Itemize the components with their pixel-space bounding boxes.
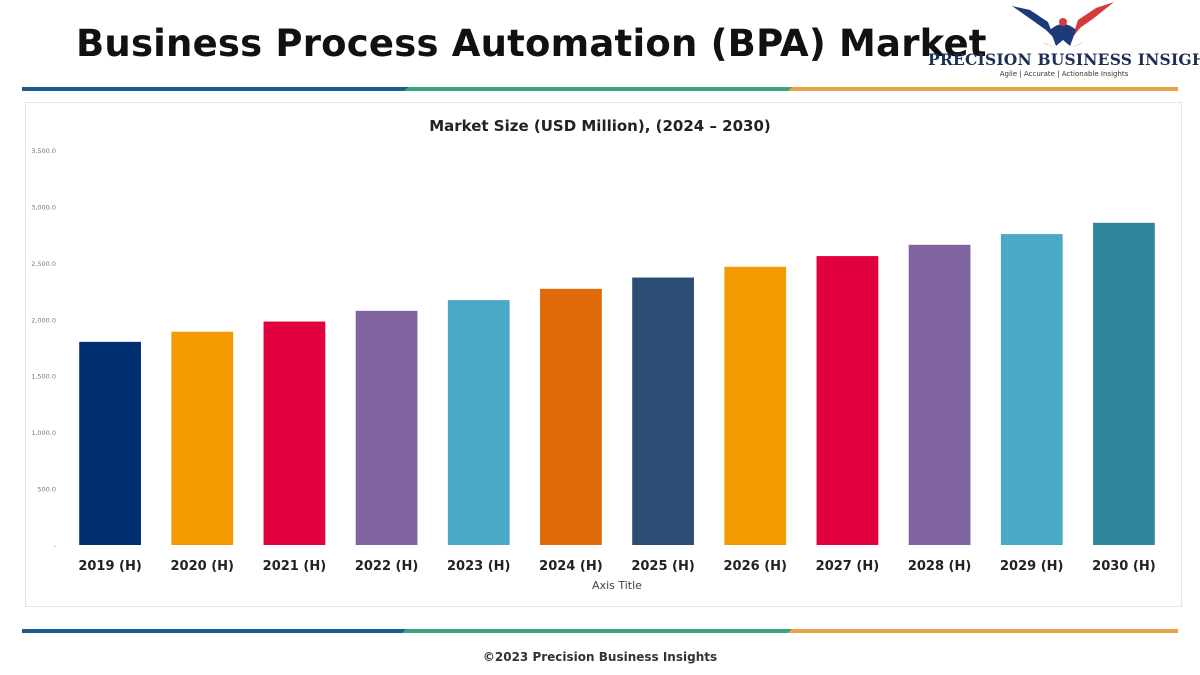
footer-divider-stripe (22, 629, 1178, 633)
company-logo: PRECISION BUSINESS INSIGHTS Agile | Accu… (928, 0, 1200, 84)
bar-2021-h (263, 321, 326, 545)
chart-frame (25, 102, 1182, 607)
x-tick-label: 2026 (H) (724, 559, 787, 574)
y-tick-label: - (54, 542, 57, 550)
x-tick-label: 2028 (H) (908, 559, 971, 574)
x-tick-label: 2023 (H) (447, 559, 510, 574)
page-title: Business Process Automation (BPA) Market (76, 22, 987, 65)
logo-tagline: Agile | Accurate | Actionable Insights (999, 70, 1129, 78)
y-tick-label: 2,000.0 (31, 316, 56, 324)
x-axis-ticks: 2019 (H) 2020 (H) 2021 (H) 2022 (H) 2023 (H)… (78, 559, 1155, 574)
y-tick-label: 1,000.0 (31, 429, 56, 437)
y-tick-label: 3,500.0 (31, 147, 56, 155)
x-tick-label: 2025 (H) (631, 559, 694, 574)
x-tick-label: 2030 (H) (1092, 559, 1155, 574)
x-axis-title: Axis Title (592, 579, 642, 592)
x-tick-label: 2024 (H) (539, 559, 602, 574)
y-tick-label: 3,000.0 (31, 203, 56, 211)
y-tick-label: 1,500.0 (31, 373, 56, 381)
x-tick-label: 2029 (H) (1000, 559, 1063, 574)
y-tick-label: 500.0 (37, 486, 56, 494)
footer-copyright: ©2023 Precision Business Insights (482, 650, 718, 664)
bar-2022-h (355, 310, 418, 545)
y-axis-ticks: - 500.0 1,000.0 1,500.0 2,000.0 2,500.0 3,000.… (31, 147, 56, 550)
bar-2023-h (447, 300, 510, 545)
chart-title: Market Size (USD Million), (2024 – 2030) (429, 117, 771, 135)
bar-2025-h (632, 277, 694, 545)
bar-2030-h (1093, 222, 1155, 546)
bar-2024-h (540, 288, 602, 545)
y-tick-label: 2,500.0 (31, 260, 56, 268)
x-tick-label: 2027 (H) (816, 559, 879, 574)
bar-2020-h (171, 331, 234, 545)
bar-2027-h (816, 256, 879, 545)
bar-2028-h (908, 244, 971, 546)
bar-2029-h (1000, 234, 1063, 546)
x-tick-label: 2019 (H) (78, 559, 141, 574)
x-tick-label: 2020 (H) (171, 559, 234, 574)
header-divider-stripe (22, 87, 1178, 91)
bars (79, 222, 1155, 546)
bar-2019-h (79, 341, 141, 545)
eagle-logo-icon (1012, 2, 1114, 48)
bar-2026-h (724, 266, 787, 545)
logo-name: PRECISION BUSINESS INSIGHTS (928, 50, 1200, 69)
x-tick-label: 2021 (H) (263, 559, 326, 574)
x-tick-label: 2022 (H) (355, 559, 418, 574)
